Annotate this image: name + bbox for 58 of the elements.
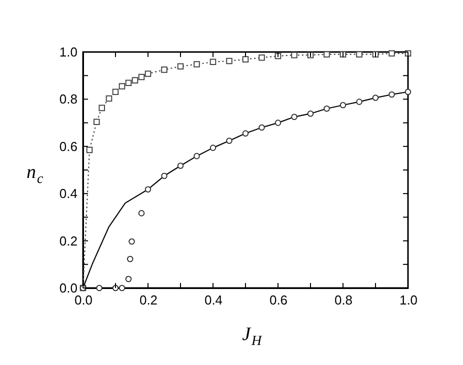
point [177,63,184,70]
point [144,186,152,192]
x-tick-label: 1.0 [399,292,418,308]
x-tick-label: 0.8 [334,292,353,308]
point [372,94,379,101]
point [340,102,346,108]
point [96,284,102,292]
point [138,74,145,80]
point [226,58,232,64]
point [210,144,216,151]
x-tick-label: 0.6 [269,292,288,308]
point [242,130,249,137]
point [194,61,200,68]
y-tick-label: 0.2 [59,233,78,248]
x-tick-label: 0.0 [74,292,93,308]
point [126,256,134,262]
point [138,210,145,216]
point [307,110,314,117]
point [372,51,379,58]
point [324,106,330,112]
x-tick-label: 0.2 [139,292,158,308]
point [94,118,100,125]
point [404,88,412,96]
point [177,162,184,169]
y-tick-label: 0.4 [59,186,78,202]
point [106,95,112,102]
point [388,50,395,57]
point [291,52,298,58]
y-tick-label: 0.6 [59,138,78,154]
point [161,172,168,180]
x-tick-label: 0.4 [204,292,223,308]
point [194,152,200,160]
point [112,88,119,96]
y-tick-label: 0.8 [59,92,78,107]
y-tick-label: 1.0 [59,44,78,60]
point [144,70,152,77]
point [125,80,132,86]
point [125,276,132,282]
point [98,104,105,112]
point [324,51,330,58]
point [132,77,138,84]
point [340,51,346,58]
point [242,56,249,62]
point [86,146,93,154]
point [258,54,265,61]
point [291,114,298,120]
point [226,138,232,144]
point [356,51,362,58]
point [210,58,216,66]
point [258,124,265,131]
point [118,83,126,90]
point [388,91,395,98]
point [356,98,362,105]
point [128,238,135,245]
point [274,120,282,126]
y-tick-label: 0.0 [59,280,78,296]
point [161,66,168,73]
point [118,284,126,292]
